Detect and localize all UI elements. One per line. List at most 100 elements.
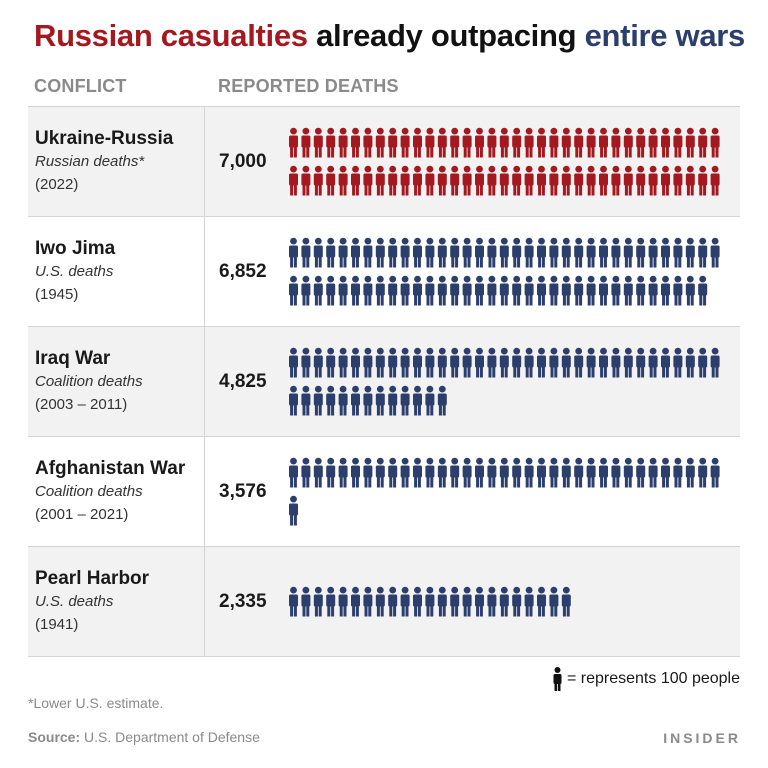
person-icon — [450, 165, 460, 196]
person-icon — [400, 127, 410, 158]
legend-text: = represents 100 people — [566, 670, 740, 687]
icon-group — [288, 327, 728, 436]
person-icon — [338, 385, 348, 416]
person-icon — [512, 275, 522, 306]
person-icon — [537, 457, 546, 488]
row-divider — [204, 327, 205, 436]
conflict-label: Afghanistan War Coalition deaths (2001 –… — [35, 457, 203, 527]
person-icon — [400, 347, 410, 378]
person-icon — [425, 347, 435, 378]
person-icon — [537, 165, 546, 196]
person-icon — [499, 586, 509, 617]
person-icon — [561, 237, 571, 268]
person-icon — [537, 586, 546, 617]
person-icon — [301, 385, 311, 416]
conflict-subtitle: Russian deaths* — [35, 153, 145, 170]
row-ukraine-russia: Ukraine-Russia Russian deaths* (2022) 7,… — [28, 106, 740, 216]
person-icon — [313, 165, 323, 196]
person-icon — [363, 237, 373, 268]
person-icon — [425, 127, 435, 158]
person-icon — [623, 347, 633, 378]
person-icon — [326, 347, 336, 378]
person-icon — [400, 275, 410, 306]
person-icon — [437, 127, 447, 158]
person-icon — [413, 275, 422, 306]
conflict-years: (2003 – 2011) — [35, 396, 128, 413]
person-icon — [512, 127, 522, 158]
deaths-value: 3,576 — [219, 480, 267, 502]
pictograph-icons — [289, 457, 720, 526]
icon-group — [288, 437, 728, 546]
person-icon — [673, 165, 683, 196]
conflict-years: (1941) — [35, 616, 79, 633]
person-icon — [351, 586, 360, 617]
person-icon — [673, 237, 683, 268]
person-icon — [648, 457, 658, 488]
person-icon — [462, 127, 472, 158]
person-icon — [363, 127, 373, 158]
person-icon — [425, 457, 435, 488]
column-header-conflict: CONFLICT — [34, 76, 127, 96]
person-icon — [648, 165, 658, 196]
person-icon — [611, 237, 621, 268]
person-icon — [400, 237, 410, 268]
person-icon — [549, 237, 559, 268]
person-icon — [661, 237, 670, 268]
person-icon — [313, 586, 323, 617]
person-icon — [437, 385, 447, 416]
person-icon — [673, 275, 683, 306]
person-icon — [661, 347, 670, 378]
person-icon — [351, 165, 360, 196]
person-icon — [375, 457, 385, 488]
person-icon — [450, 237, 460, 268]
person-icon — [363, 347, 373, 378]
conflict-label: Iwo Jima U.S. deaths (1945) — [35, 237, 203, 307]
conflict-label: Ukraine-Russia Russian deaths* (2022) — [35, 127, 203, 197]
person-icon — [512, 457, 522, 488]
person-icon — [561, 586, 571, 617]
person-icon — [400, 385, 410, 416]
person-icon — [388, 127, 398, 158]
person-icon — [326, 275, 336, 306]
person-icon — [561, 457, 571, 488]
person-icon — [388, 237, 398, 268]
person-icon — [437, 237, 447, 268]
person-icon — [413, 127, 422, 158]
person-icon — [599, 127, 608, 158]
person-icon — [499, 347, 509, 378]
footnote: *Lower U.S. estimate. — [28, 695, 164, 711]
person-icon — [512, 237, 522, 268]
row-divider — [204, 217, 205, 326]
person-icon — [599, 165, 608, 196]
person-icon — [301, 275, 311, 306]
person-icon — [561, 127, 571, 158]
person-icon — [326, 457, 336, 488]
person-icon — [586, 457, 596, 488]
person-icon — [611, 457, 621, 488]
person-icon — [301, 586, 311, 617]
person-icon — [685, 237, 695, 268]
person-icon — [599, 275, 608, 306]
person-icon — [623, 127, 633, 158]
person-icon — [338, 347, 348, 378]
person-icon — [388, 275, 398, 306]
person-icon — [326, 127, 336, 158]
conflict-name: Afghanistan War — [35, 458, 186, 479]
person-icon — [561, 275, 571, 306]
person-icon — [475, 457, 484, 488]
person-icon — [636, 275, 646, 306]
person-icon — [388, 457, 398, 488]
person-icon — [289, 385, 298, 416]
person-icon — [648, 127, 658, 158]
person-icon — [574, 457, 584, 488]
person-icon — [375, 127, 385, 158]
person-icon — [698, 347, 708, 378]
person-icon — [313, 237, 323, 268]
person-icon — [673, 127, 683, 158]
person-icon — [462, 165, 472, 196]
person-icon — [437, 275, 447, 306]
person-icon — [289, 165, 298, 196]
person-icon — [363, 275, 373, 306]
person-icon — [313, 457, 323, 488]
person-icon — [363, 385, 373, 416]
